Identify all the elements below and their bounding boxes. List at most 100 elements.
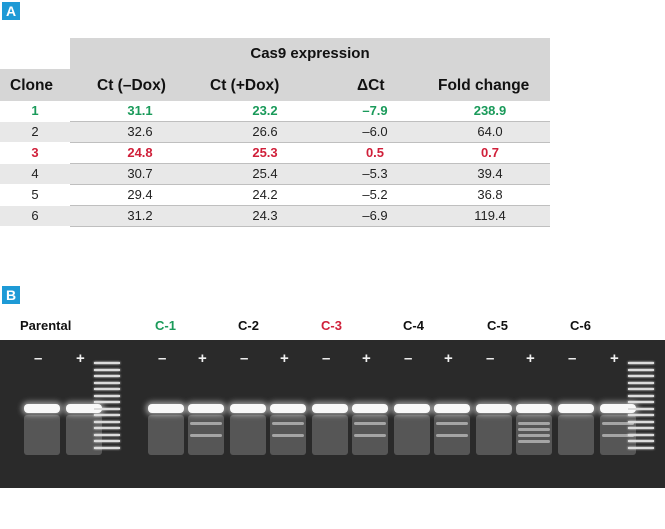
row-divider xyxy=(70,226,550,227)
cell-delta-ct: –6.0 xyxy=(362,124,388,139)
table-row: 6 31.2 24.3 –6.9 119.4 xyxy=(0,206,550,226)
cleavage-band xyxy=(518,434,550,437)
ladder-band xyxy=(628,407,654,410)
plus-dox-sign: + xyxy=(362,350,371,367)
lane-smear xyxy=(558,415,594,455)
cell-ct-plus-dox: 24.3 xyxy=(252,208,278,223)
cell-ct-plus-dox: 25.3 xyxy=(252,145,278,160)
minus-dox-sign: – xyxy=(486,350,495,367)
cleavage-band xyxy=(272,434,304,437)
lane-label: C-6 xyxy=(570,318,591,333)
cell-ct-minus-dox: 30.7 xyxy=(127,166,153,181)
cell-fold-change: 64.0 xyxy=(477,124,503,139)
minus-dox-sign: – xyxy=(34,350,43,367)
lane-smear xyxy=(394,415,430,455)
lane-smear xyxy=(476,415,512,455)
minus-dox-sign: – xyxy=(240,350,249,367)
lane-smear xyxy=(24,415,60,455)
minus-dox-sign: – xyxy=(322,350,331,367)
cell-fold-change: 36.8 xyxy=(477,187,503,202)
plus-dox-sign: + xyxy=(526,350,535,367)
table-row: 5 29.4 24.2 –5.2 36.8 xyxy=(0,185,550,205)
lane-label: C-4 xyxy=(403,318,424,333)
cell-ct-minus-dox: 31.1 xyxy=(127,103,153,118)
minus-dox-sign: – xyxy=(158,350,167,367)
cell-ct-minus-dox: 24.8 xyxy=(127,145,153,160)
lane-label: C-2 xyxy=(238,318,259,333)
column-header-clone: Clone xyxy=(10,77,54,94)
ladder-band xyxy=(628,388,654,390)
cell-clone: 5 xyxy=(31,187,39,202)
pcr-band xyxy=(270,404,306,413)
row-divider xyxy=(70,205,550,206)
cleavage-band xyxy=(272,422,304,425)
pcr-band xyxy=(434,404,470,413)
ladder-band xyxy=(94,407,120,410)
cell-ct-minus-dox: 29.4 xyxy=(127,187,153,202)
cell-fold-change: 238.9 xyxy=(473,103,507,118)
cell-fold-change: 39.4 xyxy=(477,166,503,181)
cleavage-band xyxy=(436,422,468,425)
table-row: 4 30.7 25.4 –5.3 39.4 xyxy=(0,164,550,184)
cleavage-band xyxy=(190,434,222,437)
plus-dox-sign: + xyxy=(198,350,207,367)
plus-dox-sign: + xyxy=(76,350,85,367)
ladder-band xyxy=(94,381,120,384)
panel-label-a: A xyxy=(2,2,20,20)
column-header-ct-plus-dox: Ct (+Dox) xyxy=(210,77,280,94)
ladder-band xyxy=(94,388,120,390)
ladder-band xyxy=(94,394,120,397)
ladder-band xyxy=(94,446,120,449)
ladder-band xyxy=(628,362,654,364)
pcr-band xyxy=(312,404,348,413)
cell-clone: 6 xyxy=(31,208,39,223)
cleavage-band xyxy=(602,434,634,437)
cell-delta-ct: –5.3 xyxy=(362,166,388,181)
pcr-band xyxy=(394,404,430,413)
ladder-band xyxy=(628,440,654,442)
column-header-ct-minus-dox: Ct (–Dox) xyxy=(97,77,166,94)
plus-dox-sign: + xyxy=(610,350,619,367)
cell-fold-change: 0.7 xyxy=(480,145,500,160)
cleavage-band xyxy=(518,428,550,431)
lane-label: C-3 xyxy=(321,318,342,333)
plus-dox-sign: + xyxy=(280,350,289,367)
cell-delta-ct: 0.5 xyxy=(365,145,385,160)
ladder-band xyxy=(94,440,120,442)
ladder-band xyxy=(628,381,654,384)
ladder-band xyxy=(628,401,654,403)
cell-fold-change: 119.4 xyxy=(474,208,506,223)
ladder-band xyxy=(94,414,120,416)
ladder-band xyxy=(94,375,120,377)
group-header: Cas9 expression xyxy=(70,38,550,69)
pcr-band xyxy=(230,404,266,413)
agarose-gel-image: – + – + – + – + – + – + – + xyxy=(0,340,665,488)
lane-label: Parental xyxy=(20,318,72,333)
ladder-band xyxy=(628,446,654,449)
ladder-band xyxy=(628,414,654,416)
ladder-band xyxy=(628,420,654,423)
cleavage-band xyxy=(354,434,386,437)
cleavage-band xyxy=(518,440,550,443)
column-header-delta-ct: ΔCt xyxy=(357,77,385,94)
cell-delta-ct: –7.9 xyxy=(362,103,388,118)
ladder-band xyxy=(94,433,120,436)
ladder-band xyxy=(628,433,654,436)
panel-label-b: B xyxy=(2,286,20,304)
cleavage-band xyxy=(190,422,222,425)
cell-clone: 4 xyxy=(31,166,39,181)
plus-dox-sign: + xyxy=(444,350,453,367)
table-row: 1 31.1 23.2 –7.9 238.9 xyxy=(0,101,550,121)
pcr-band xyxy=(352,404,388,413)
pcr-band xyxy=(516,404,552,413)
lane-label: C-1 xyxy=(155,318,176,333)
minus-dox-sign: – xyxy=(404,350,413,367)
pcr-band xyxy=(188,404,224,413)
row-divider xyxy=(70,163,550,164)
minus-dox-sign: – xyxy=(568,350,577,367)
pcr-band xyxy=(476,404,512,413)
row-divider xyxy=(70,184,550,185)
ladder-band xyxy=(628,368,654,371)
cleavage-band xyxy=(354,422,386,425)
ladder-band xyxy=(628,427,654,429)
